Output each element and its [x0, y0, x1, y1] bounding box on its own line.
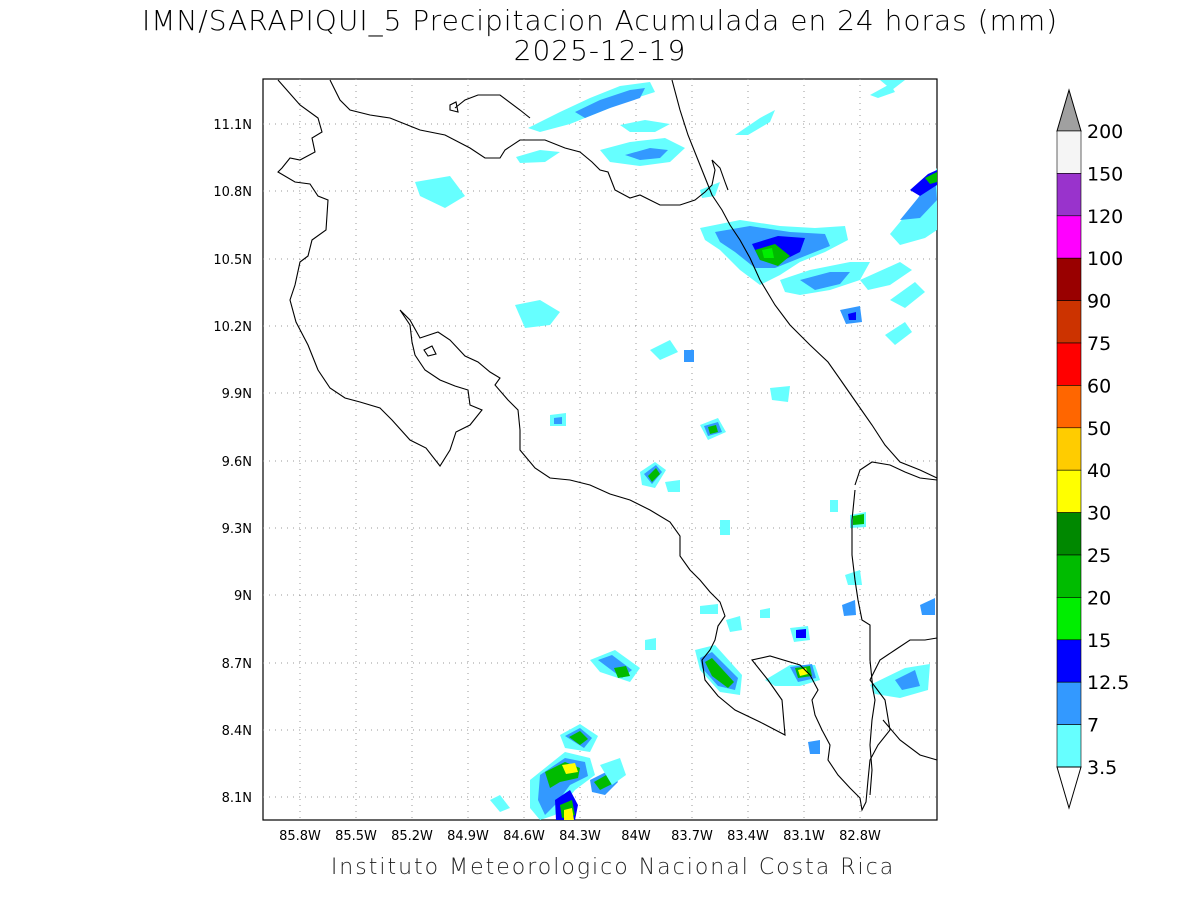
legend-swatch — [1056, 639, 1082, 683]
lat-tick-label: 8.1N — [222, 791, 252, 806]
legend-label: 25 — [1087, 545, 1111, 567]
lat-tick-label: 10.5N — [213, 253, 252, 268]
legend-label: 150 — [1087, 163, 1123, 185]
latitude-axis: 11.1N 10.8N 10.5N 10.2N 9.9N 9.6N 9.3N 9… — [213, 118, 252, 806]
legend-swatch — [1056, 130, 1082, 174]
lat-tick-label: 9.9N — [222, 387, 252, 402]
lon-tick-label: 84W — [621, 829, 651, 844]
legend-swatch — [1056, 173, 1082, 217]
lon-tick-label: 85.2W — [391, 829, 433, 844]
legend-swatch — [1056, 554, 1082, 598]
legend-swatch — [1056, 512, 1082, 556]
lat-tick-label: 8.4N — [222, 724, 252, 739]
legend-label: 40 — [1087, 460, 1111, 482]
legend-label: 15 — [1087, 630, 1111, 652]
legend-label: 12.5 — [1087, 672, 1129, 694]
legend-label: 120 — [1087, 206, 1123, 228]
lat-tick-label: 9.3N — [222, 522, 252, 537]
legend-label: 60 — [1087, 375, 1111, 397]
legend-label: 100 — [1087, 248, 1123, 270]
lat-tick-label: 9.6N — [222, 455, 252, 470]
lon-tick-label: 85.5W — [335, 829, 377, 844]
precipitation-areas — [415, 80, 937, 820]
lon-tick-label: 82.8W — [839, 829, 881, 844]
legend-swatch — [1056, 724, 1082, 768]
coastline — [277, 79, 938, 812]
lon-tick-label: 85.8W — [279, 829, 321, 844]
lat-tick-label: 11.1N — [213, 118, 252, 133]
legend-label: 75 — [1087, 333, 1111, 355]
legend-label: 50 — [1087, 418, 1111, 440]
legend-swatch — [1056, 427, 1082, 471]
map-date: 2025-12-19 — [513, 34, 687, 67]
color-legend: 200 150 120 100 90 75 60 50 40 30 25 20 15 12.5 7 3.5 — [1056, 88, 1129, 810]
institution-footer: Instituto Meteorologico Nacional Costa R… — [330, 855, 896, 880]
lon-tick-label: 84.6W — [503, 829, 545, 844]
legend-label: 7 — [1087, 715, 1099, 737]
legend-swatch — [1056, 257, 1082, 301]
longitude-axis: 85.8W 85.5W 85.2W 84.9W 84.6W 84.3W 84W … — [279, 829, 881, 844]
map-title: IMN/SARAPIQUI_5 Precipitacion Acumulada … — [141, 4, 1059, 37]
lat-tick-label: 10.2N — [213, 320, 252, 335]
legend-label: 3.5 — [1087, 757, 1117, 779]
legend-swatch — [1056, 300, 1082, 344]
legend-swatch — [1056, 681, 1082, 725]
lat-tick-label: 8.7N — [222, 657, 252, 672]
legend-label: 90 — [1087, 291, 1111, 313]
lon-tick-label: 84.3W — [559, 829, 601, 844]
legend-top-arrow — [1056, 88, 1082, 132]
lon-tick-label: 83.4W — [727, 829, 769, 844]
map-frame — [262, 78, 938, 821]
legend-label: 20 — [1087, 587, 1111, 609]
lon-tick-label: 83.1W — [783, 829, 825, 844]
lat-tick-label: 10.8N — [213, 185, 252, 200]
legend-bottom-arrow — [1056, 766, 1082, 810]
legend-swatch — [1056, 597, 1082, 641]
legend-swatch — [1056, 385, 1082, 429]
legend-swatch — [1056, 215, 1082, 259]
lon-tick-label: 83.7W — [671, 829, 713, 844]
legend-swatch — [1056, 342, 1082, 386]
legend-swatch — [1056, 469, 1082, 513]
lat-tick-label: 9N — [234, 589, 252, 604]
legend-label: 200 — [1087, 121, 1123, 143]
lon-tick-label: 84.9W — [447, 829, 489, 844]
legend-label: 30 — [1087, 503, 1111, 525]
